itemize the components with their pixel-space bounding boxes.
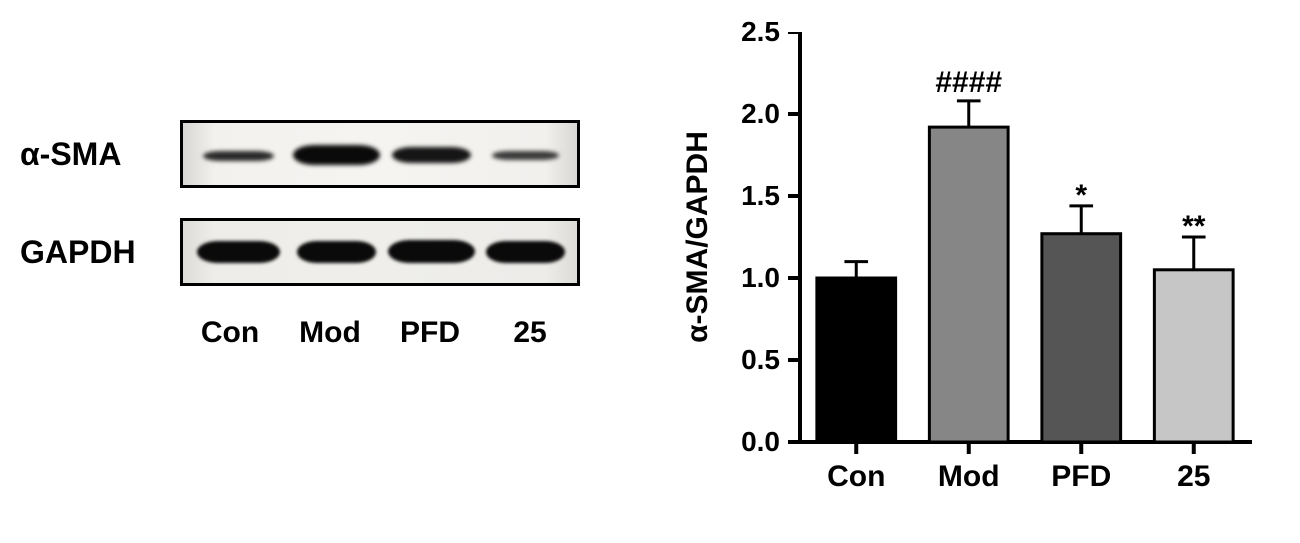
blot-band: [486, 241, 565, 263]
blot-band: [388, 240, 475, 263]
blot-lane-label: PFD: [380, 316, 480, 350]
blot-lane-labels: ConModPFD25: [180, 316, 580, 350]
x-tick-label: PFD: [1051, 460, 1111, 494]
x-tick-label: Mod: [938, 460, 1000, 494]
blot-band: [297, 241, 376, 263]
blot-band: [492, 151, 559, 160]
significance-label: ####: [935, 66, 1002, 100]
x-tick-label: 25: [1177, 460, 1210, 494]
blot-lane-label: Con: [180, 316, 280, 350]
y-tick-label: 2.5: [690, 16, 780, 48]
blot-row-label: GAPDH: [20, 234, 180, 271]
y-tick-label: 0.5: [690, 344, 780, 376]
y-tick-label: 0.0: [690, 426, 780, 458]
significance-label: **: [1182, 210, 1205, 244]
y-tick-label: 1.5: [690, 180, 780, 212]
y-tick-label: 2.0: [690, 98, 780, 130]
blot-membrane: [180, 120, 580, 188]
y-axis-label: α-SMA/GAPDH: [681, 131, 715, 343]
blot-row-gapdh: GAPDH: [20, 218, 620, 286]
blot-row-sma: α-SMA: [20, 120, 620, 188]
blot-band: [197, 241, 280, 263]
significance-label: *: [1075, 179, 1087, 213]
blot-band: [293, 145, 380, 165]
blot-lane-label: 25: [480, 316, 580, 350]
y-tick-label: 1.0: [690, 262, 780, 294]
blot-lane-label: Mod: [280, 316, 380, 350]
bar-chart: α-SMA/GAPDH 0.00.51.01.52.02.5 ConModPFD…: [690, 32, 1270, 512]
blot-band: [392, 147, 471, 163]
western-blot-panel: α-SMA GAPDH ConModPFD25: [20, 120, 620, 350]
blot-row-label: α-SMA: [20, 136, 180, 173]
x-tick-label: Con: [827, 460, 885, 494]
blot-band: [203, 151, 274, 161]
blot-membrane: [180, 218, 580, 286]
